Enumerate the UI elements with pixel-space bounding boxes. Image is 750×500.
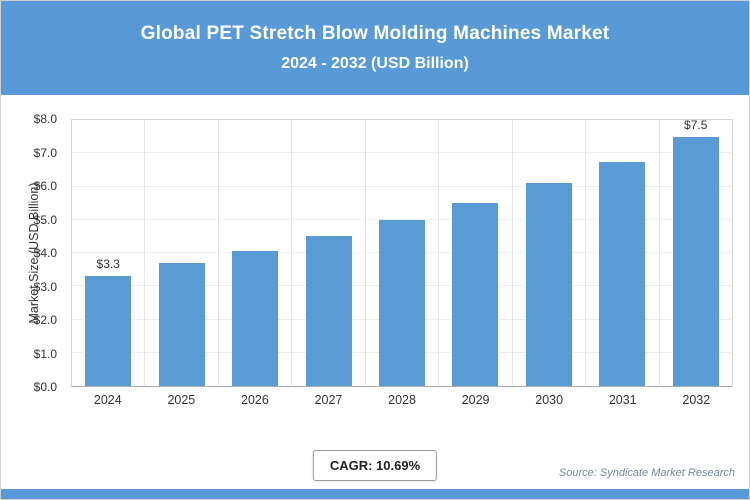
- chart-header: Global PET Stretch Blow Molding Machines…: [1, 1, 749, 95]
- bar-2026: [232, 251, 279, 386]
- x-tick-label: 2032: [682, 393, 711, 407]
- bar-column: [366, 120, 440, 386]
- bar-column: $7.5: [660, 117, 732, 386]
- h-gridline: [72, 152, 732, 154]
- footer-band: [1, 489, 749, 499]
- y-tick-label: $2.0: [33, 313, 57, 327]
- y-tick-label: $5.0: [33, 212, 57, 227]
- bar-2024: [85, 276, 132, 386]
- x-tick-label: 2025: [167, 393, 196, 407]
- chart-area: Market Size (USD Billion) $0.0 $1.0 $2.0 $3…: [1, 101, 749, 421]
- cagr-text: CAGR: 10.69%: [329, 458, 421, 473]
- bar-2031: [599, 161, 646, 386]
- h-gridline: [72, 218, 732, 220]
- bar-column: [586, 120, 660, 386]
- y-tick-label: $6.0: [33, 179, 57, 193]
- x-axis-labels: 2024 2025 2026 2027 2028 2029 2030 2031 2032: [71, 393, 733, 407]
- y-axis-ticks: $0.0 $1.0 $2.0 $3.0 $4.0 $5.0 $6.0 $7.0 $8.0: [1, 112, 63, 394]
- y-tick-label: $7.0: [33, 145, 57, 160]
- x-tick-label: 2031: [608, 393, 637, 407]
- bar-column: [513, 120, 587, 386]
- y-tick-label: $3.0: [33, 279, 57, 294]
- bar-value-label: $7.5: [684, 117, 708, 132]
- chart-subtitle: 2024 - 2032 (USD Billion): [281, 55, 469, 72]
- x-tick-label: 2026: [241, 393, 269, 407]
- bar-column: [145, 120, 219, 386]
- x-tick-label: 2024: [93, 393, 122, 407]
- y-tick-label: $1.0: [33, 346, 57, 361]
- plot-area: $3.3 $7.5: [71, 117, 733, 387]
- bar-2025: [158, 262, 205, 386]
- x-tick-label: 2027: [314, 393, 343, 407]
- y-tick-label: $4.0: [33, 246, 57, 260]
- bar-column: $3.3: [72, 120, 146, 386]
- y-tick-label: $0.0: [33, 380, 57, 394]
- bar-2027: [305, 236, 352, 386]
- bar-column: [439, 120, 513, 386]
- source-credit: Source: Syndicate Market Research: [558, 467, 735, 479]
- bar-2028: [378, 219, 425, 386]
- bar-2029: [452, 203, 499, 386]
- bar-2030: [525, 183, 572, 386]
- y-tick-label: $8.0: [33, 112, 57, 126]
- x-tick-label: 2028: [388, 393, 416, 407]
- x-tick-label: 2029: [461, 393, 490, 407]
- bar-column: [219, 120, 293, 386]
- bar-value-label: $3.3: [96, 257, 120, 272]
- chart-title: Global PET Stretch Blow Molding Machines…: [140, 23, 610, 44]
- x-tick-label: 2030: [535, 393, 564, 407]
- bar-column: [292, 120, 366, 386]
- bar-2032: [672, 136, 719, 386]
- h-gridline: [72, 185, 732, 187]
- cagr-badge: CAGR: 10.69%: [312, 450, 438, 481]
